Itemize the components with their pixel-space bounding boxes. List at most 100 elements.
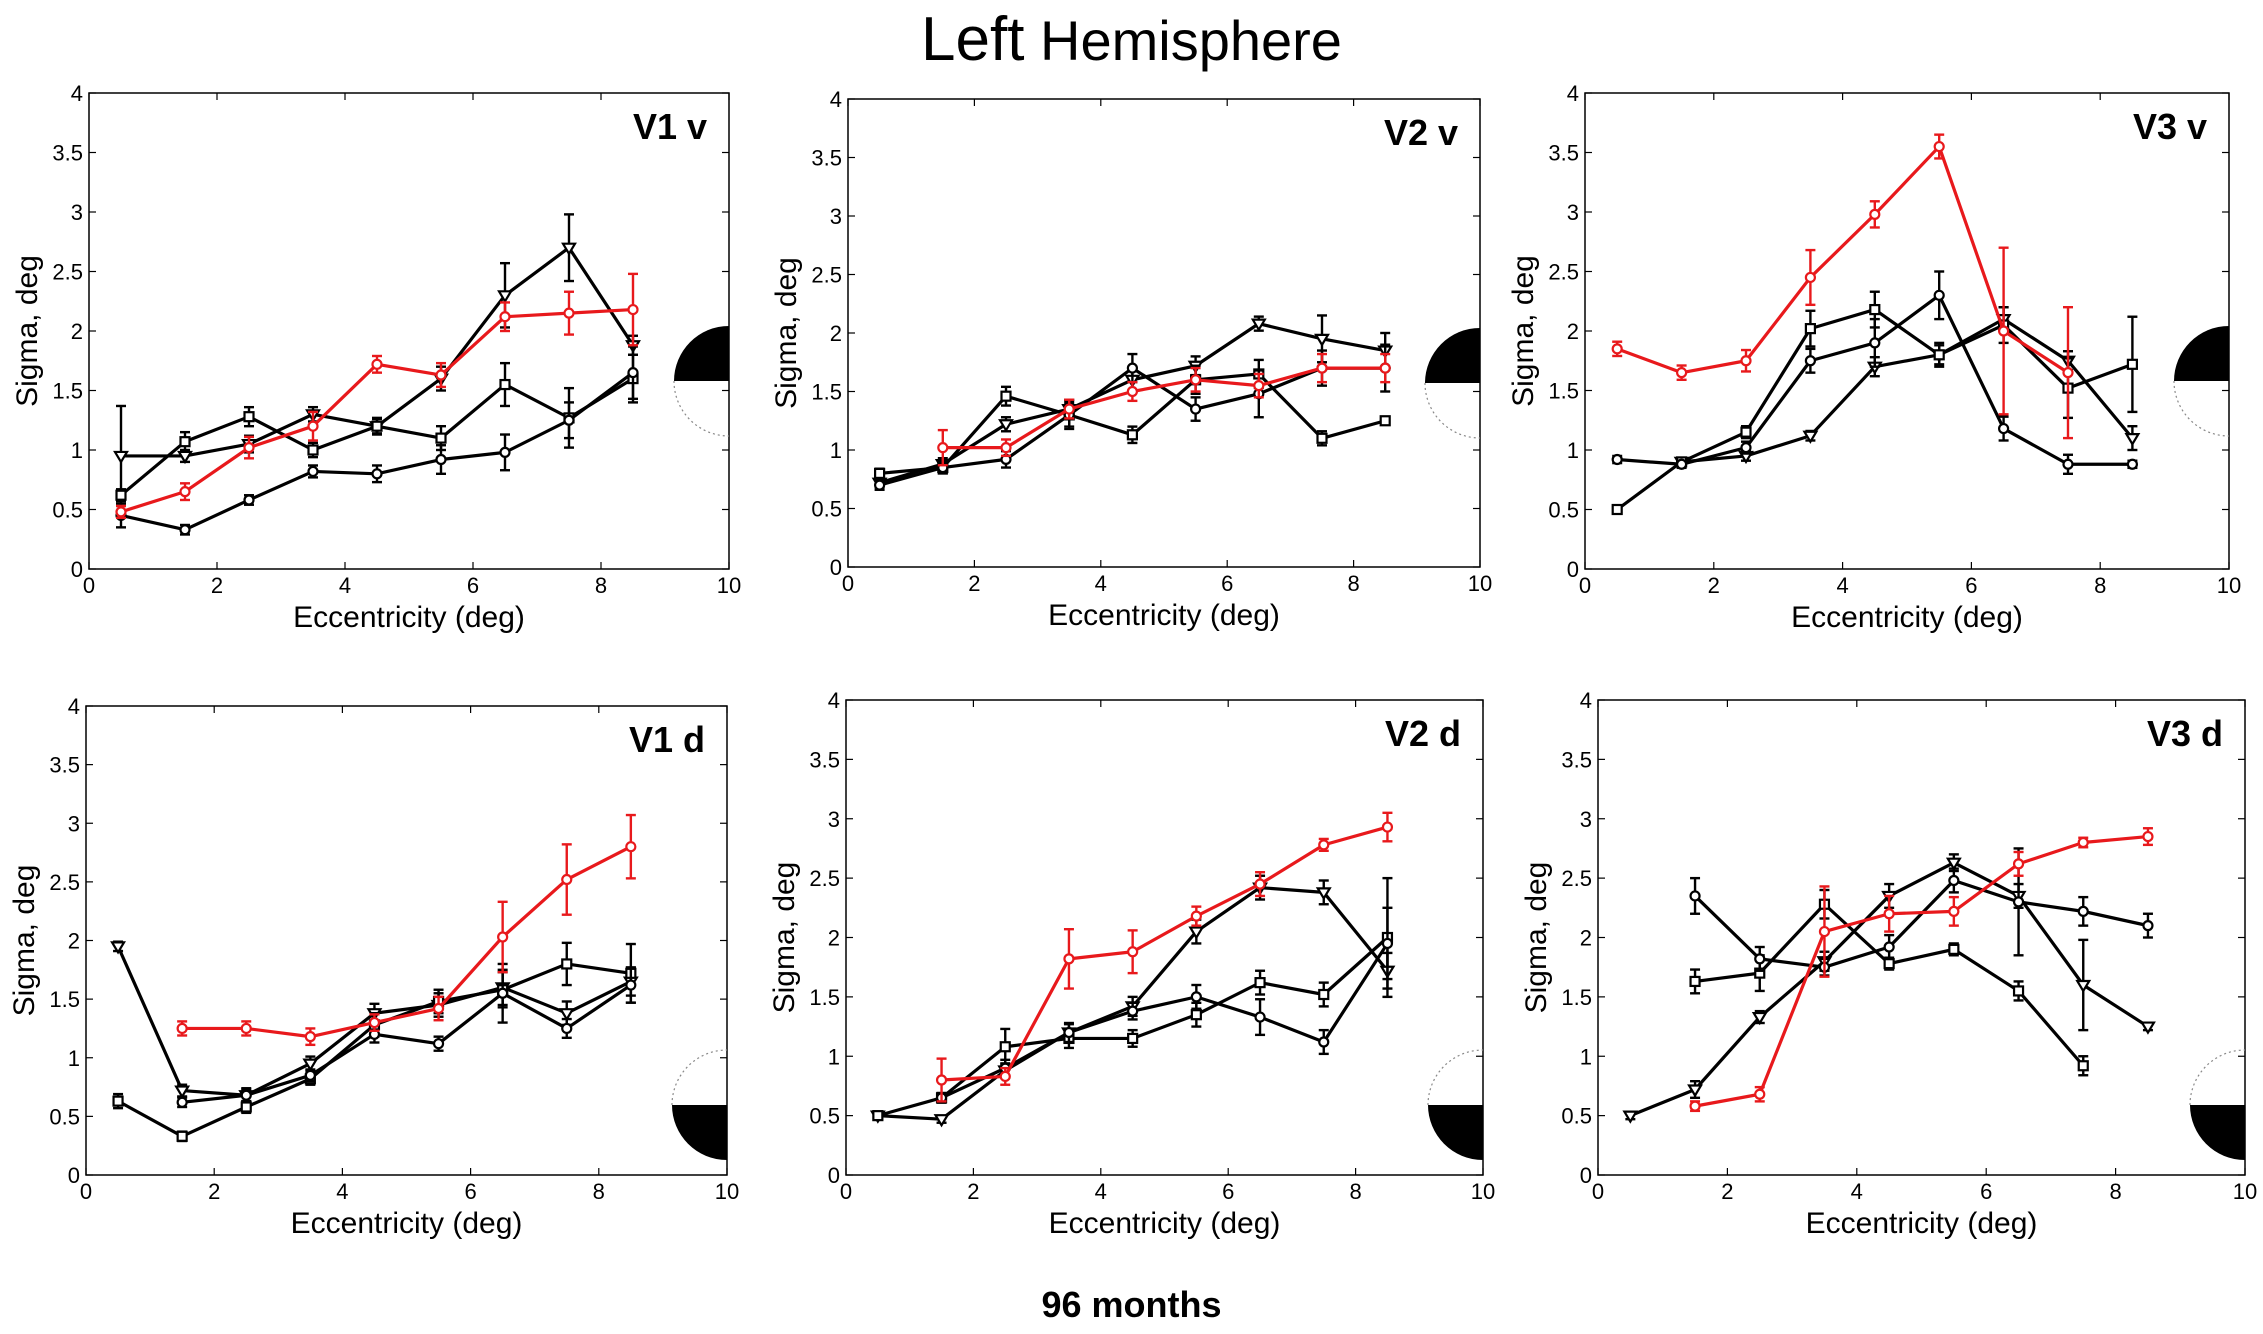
x-tick-label: 0 <box>842 571 854 596</box>
data-point <box>1253 380 1265 392</box>
x-tick-label: 8 <box>2094 573 2106 598</box>
data-point <box>873 467 886 479</box>
y-tick-label: 2 <box>1580 926 1592 951</box>
y-tick-label: 2.5 <box>1548 260 1579 285</box>
data-point <box>497 290 513 304</box>
data-point <box>561 873 573 886</box>
data-point <box>627 367 639 379</box>
series-circle <box>873 343 1391 491</box>
panel-label: V2 d <box>1385 713 1461 754</box>
x-tick-label: 2 <box>208 1179 220 1204</box>
x-axis-label: Eccentricity (deg) <box>1806 1207 2038 1240</box>
data-point <box>2124 433 2141 447</box>
quadrant-outline-icon <box>2173 380 2230 437</box>
data-point <box>1740 442 1752 454</box>
y-tick-label: 3.5 <box>809 747 840 772</box>
x-tick-label: 6 <box>1965 573 1977 598</box>
y-axis-label: Sigma, deg <box>768 862 801 1014</box>
y-tick-label: 2.5 <box>52 260 83 285</box>
y-tick-label: 0.5 <box>1561 1104 1592 1129</box>
data-point <box>432 1002 445 1015</box>
x-tick-label: 2 <box>968 571 980 596</box>
y-tick-label: 1.5 <box>1548 379 1579 404</box>
y-tick-label: 2 <box>830 321 842 346</box>
data-point <box>1188 926 1205 940</box>
data-point <box>176 1022 188 1035</box>
data-point <box>1127 1005 1139 1017</box>
data-point <box>2140 1021 2156 1035</box>
data-point <box>1997 422 2010 435</box>
data-point <box>1948 905 1960 917</box>
y-tick-label: 1 <box>1567 438 1579 463</box>
y-tick-label: 4 <box>68 694 80 719</box>
data-point <box>1883 908 1895 920</box>
data-point <box>1127 946 1139 958</box>
series-line <box>879 322 1386 485</box>
y-tick-label: 2 <box>1567 319 1579 344</box>
quadrant-wedge-icon <box>1425 328 1480 383</box>
x-axis-label: Eccentricity (deg) <box>293 601 525 634</box>
data-point <box>1818 925 1831 938</box>
panel-v1-v: 0 0.5 1 1.5 2 2.5 3 3.5 4 0 2 4 6 8 10 Eccentricity (de… <box>11 81 741 634</box>
x-tick-label: 10 <box>2217 573 2241 598</box>
x-tick-label: 4 <box>336 1179 348 1204</box>
series-circle <box>1611 270 2138 475</box>
data-point <box>176 1096 188 1108</box>
y-axis-label: Sigma, deg <box>770 257 803 409</box>
data-point <box>1804 323 1817 335</box>
series-line <box>182 845 632 1039</box>
data-point <box>1189 374 1202 386</box>
y-tick-label: 2.5 <box>809 866 840 891</box>
quadrant-wedge-icon <box>1428 1105 1483 1160</box>
data-point <box>1622 1110 1639 1124</box>
y-tick-label: 1.5 <box>49 987 80 1012</box>
y-tick-label: 4 <box>1580 688 1592 713</box>
x-tick-label: 6 <box>1222 1179 1234 1204</box>
data-point <box>1740 355 1752 367</box>
data-point <box>1190 1009 1202 1021</box>
data-point <box>1250 318 1267 332</box>
data-point <box>1611 453 1623 466</box>
y-tick-label: 2 <box>828 926 840 951</box>
data-point <box>2142 920 2154 932</box>
y-tick-label: 2 <box>71 319 83 344</box>
data-point <box>1318 1036 1330 1048</box>
x-tick-label: 6 <box>467 573 479 598</box>
x-tick-label: 2 <box>211 573 223 598</box>
data-point <box>435 432 447 444</box>
data-point <box>1754 953 1766 965</box>
x-axis-label: Eccentricity (deg) <box>291 1207 523 1240</box>
data-point <box>999 1041 1011 1053</box>
x-tick-label: 4 <box>339 573 351 598</box>
data-point <box>371 468 383 480</box>
data-point <box>1254 977 1266 989</box>
y-tick-label: 1 <box>71 438 83 463</box>
data-point <box>371 358 383 370</box>
quadrant-outline-icon <box>1427 1049 1484 1106</box>
data-point <box>1754 1088 1766 1100</box>
series-line <box>942 366 1386 450</box>
data-point <box>1190 910 1202 922</box>
data-point <box>558 1008 575 1022</box>
quadrant-wedge-icon <box>674 326 729 381</box>
x-tick-label: 8 <box>2109 1179 2121 1204</box>
series-line <box>117 962 632 1138</box>
data-point <box>176 1130 188 1142</box>
data-point <box>497 931 509 943</box>
panel-label: V3 d <box>2147 713 2223 754</box>
quadrant-wedge-icon <box>2190 1105 2245 1160</box>
series-circle <box>176 962 637 1109</box>
quadrant-outline-icon <box>1424 382 1481 439</box>
data-point <box>935 1074 948 1086</box>
x-tick-label: 6 <box>1980 1179 1992 1204</box>
data-point <box>2062 367 2074 379</box>
y-tick-label: 0.5 <box>811 497 842 522</box>
y-tick-label: 0.5 <box>52 498 83 523</box>
x-tick-label: 6 <box>464 1179 476 1204</box>
data-point <box>1804 271 1817 284</box>
panel-v1-d: 0 0.5 1 1.5 2 2.5 3 3.5 4 0 2 4 6 8 10 Eccentricity (de… <box>8 694 739 1240</box>
data-point <box>1063 953 1075 965</box>
quadrant-wedge-icon <box>2174 326 2229 381</box>
x-tick-label: 2 <box>1708 573 1720 598</box>
